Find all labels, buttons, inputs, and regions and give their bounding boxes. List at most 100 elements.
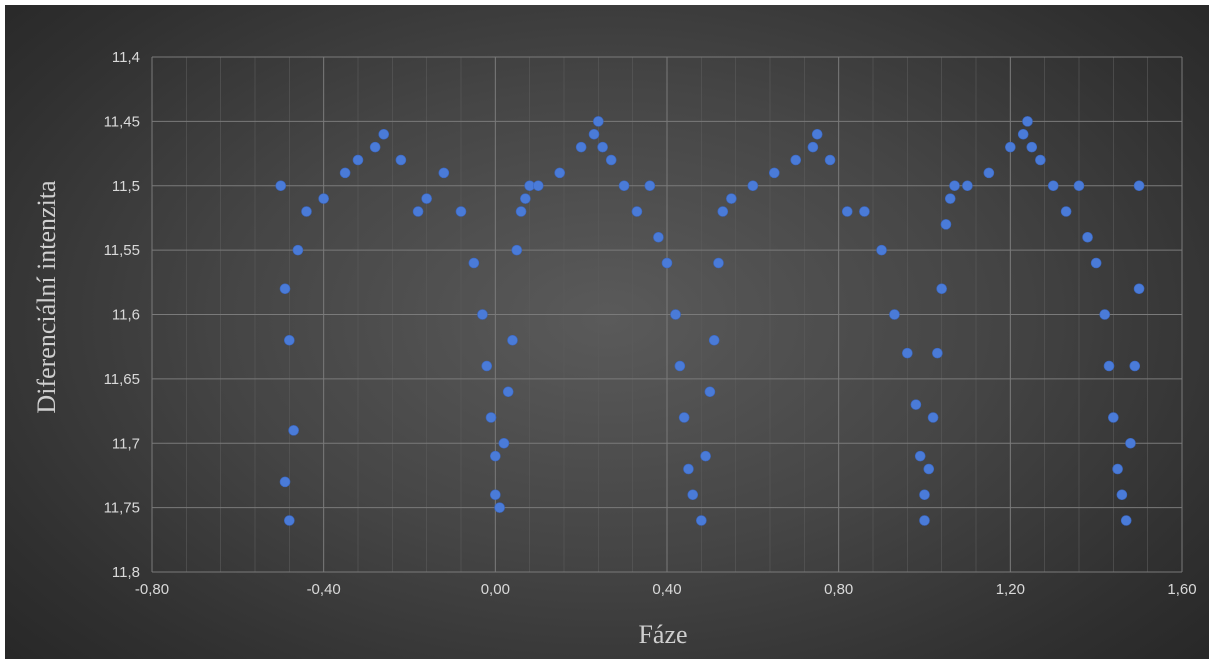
- scatter-chart: -0,80 -0,40 0,00 0,40 0,80 1,20 1,60 11,4 11,45 1…: [32, 49, 1197, 649]
- x-tick-label: -0,40: [307, 581, 341, 598]
- x-tick-label: 1,60: [1167, 581, 1196, 598]
- x-tick-label: 0,40: [652, 581, 681, 598]
- data-point: [532, 180, 544, 192]
- data-point: [279, 476, 291, 488]
- y-tick-label: 11,8: [112, 564, 140, 581]
- data-point: [490, 489, 501, 501]
- data-point: [301, 206, 312, 217]
- data-point: [1133, 180, 1145, 192]
- data-point: [1120, 515, 1132, 526]
- data-point: [1108, 412, 1119, 423]
- y-tick-label: 11,5: [112, 178, 140, 195]
- data-point: [768, 167, 780, 179]
- data-point: [1060, 206, 1072, 217]
- data-point: [1026, 141, 1038, 153]
- data-point: [1129, 360, 1141, 372]
- data-point: [717, 206, 729, 217]
- data-point: [1112, 463, 1123, 475]
- data-point: [507, 334, 518, 346]
- data-point: [713, 257, 724, 269]
- data-point: [670, 309, 681, 320]
- data-point: [696, 515, 707, 526]
- data-point: [1022, 116, 1033, 127]
- x-tick-label: 1,20: [996, 581, 1025, 598]
- data-point: [318, 193, 329, 204]
- data-point: [292, 244, 304, 256]
- data-point: [704, 386, 716, 398]
- data-point: [1116, 489, 1128, 501]
- data-point: [498, 437, 510, 449]
- data-point: [438, 167, 450, 179]
- data-point: [876, 244, 887, 256]
- y-tick-label: 11,45: [104, 113, 140, 130]
- data-point: [927, 412, 939, 423]
- data-point: [284, 334, 295, 346]
- data-point: [944, 193, 956, 204]
- data-point: [859, 206, 870, 217]
- data-point: [889, 309, 900, 320]
- data-point: [421, 193, 432, 204]
- data-point: [339, 167, 351, 179]
- data-point: [502, 386, 514, 398]
- data-point: [919, 489, 930, 501]
- data-point: [983, 167, 995, 179]
- data-point: [588, 128, 600, 140]
- data-point: [708, 334, 720, 346]
- data-point: [618, 180, 630, 192]
- data-point: [678, 412, 690, 423]
- data-point: [511, 244, 523, 256]
- data-point: [1073, 180, 1085, 192]
- data-point: [369, 141, 381, 153]
- y-tick-label: 11,7: [112, 435, 140, 452]
- x-tick-label: -0,80: [135, 581, 169, 598]
- data-point: [352, 154, 364, 166]
- data-point: [932, 347, 943, 359]
- y-tick-label: 11,6: [112, 307, 140, 324]
- y-tick-label: 11,4: [112, 49, 140, 66]
- data-point: [284, 515, 295, 526]
- data-point: [1082, 231, 1093, 243]
- data-point: [919, 515, 930, 526]
- data-point: [395, 154, 407, 166]
- data-point: [914, 450, 926, 462]
- gridlines: [151, 56, 1183, 573]
- data-point: [1047, 180, 1059, 192]
- data-point: [481, 360, 493, 372]
- chart-area: -0,80 -0,40 0,00 0,40 0,80 1,20 1,60 11,4 11,45 1…: [5, 5, 1209, 659]
- data-point: [1090, 257, 1102, 269]
- data-point: [490, 450, 501, 462]
- y-tick-label: 11,75: [104, 500, 140, 517]
- data-point: [1099, 309, 1111, 320]
- data-point: [597, 141, 608, 153]
- data-point: [923, 463, 935, 475]
- data-point: [1103, 360, 1115, 372]
- data-point: [593, 116, 604, 127]
- data-point: [700, 450, 711, 462]
- data-point: [644, 180, 656, 192]
- data-point: [653, 231, 664, 243]
- data-point: [605, 154, 617, 166]
- data-point: [485, 412, 497, 423]
- data-point: [790, 154, 802, 166]
- data-point: [949, 180, 960, 192]
- data-point: [902, 347, 913, 359]
- data-point: [811, 128, 823, 140]
- y-tick-label: 11,55: [104, 242, 140, 259]
- data-point: [554, 167, 566, 179]
- data-point: [687, 489, 699, 501]
- data-point: [962, 180, 973, 192]
- data-point: [279, 283, 291, 295]
- data-point: [841, 206, 853, 217]
- data-point: [726, 193, 737, 204]
- y-axis-title: Diferenciální intenzita: [32, 180, 61, 414]
- data-point: [910, 399, 922, 410]
- data-point: [661, 257, 673, 269]
- data-point: [824, 154, 836, 166]
- x-axis-title: Fáze: [638, 620, 687, 649]
- x-tick-label: 0,80: [824, 581, 853, 598]
- data-point: [378, 128, 390, 140]
- data-point: [1005, 141, 1016, 153]
- data-point: [683, 463, 694, 475]
- data-point: [575, 141, 587, 153]
- data-point: [674, 360, 686, 372]
